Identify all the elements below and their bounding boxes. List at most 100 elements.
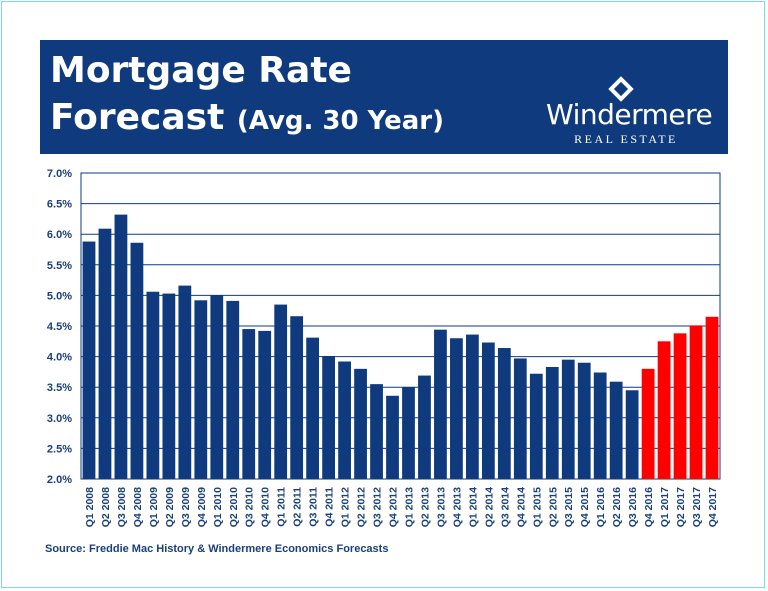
logo-tagline: REAL ESTATE (574, 132, 678, 146)
x-tick-label: Q4 2017 (707, 487, 719, 527)
history-bar (194, 300, 208, 479)
y-tick-label: 6.0% (47, 229, 72, 241)
x-tick-label: Q3 2017 (691, 487, 703, 527)
y-tick-label: 3.5% (47, 382, 72, 394)
x-tick-label: Q4 2012 (388, 487, 400, 527)
chart-title-line1: Mortgage Rate (50, 50, 352, 91)
forecast-bar (673, 333, 687, 479)
x-tick-label: Q2 2016 (611, 487, 623, 527)
history-bar (242, 329, 256, 479)
history-bar (593, 372, 607, 479)
history-bar (98, 228, 112, 479)
history-bar (386, 395, 399, 479)
x-tick-label: Q4 2009 (196, 487, 208, 527)
history-bar (609, 381, 623, 479)
logo-name: Windermere (546, 98, 713, 131)
history-bar (130, 242, 144, 479)
forecast-bar (657, 341, 671, 479)
x-tick-label: Q1 2010 (212, 487, 224, 527)
history-bar (338, 361, 351, 479)
history-bar (178, 285, 192, 479)
x-tick-label: Q2 2010 (228, 487, 240, 527)
title-banner: Mortgage Rate Forecast (Avg. 30 Year) Wi… (40, 40, 728, 154)
plot-area (80, 172, 721, 480)
x-tick-label: Q3 2014 (499, 487, 511, 527)
x-tick-label: Q4 2016 (643, 487, 655, 527)
x-tick-label: Q2 2009 (164, 487, 176, 527)
history-bar (625, 390, 639, 479)
x-tick-label: Q2 2013 (419, 487, 431, 527)
history-bar (481, 342, 495, 479)
forecast-bar (641, 368, 655, 479)
x-tick-label: Q1 2008 (84, 487, 96, 527)
x-tick-label: Q2 2014 (483, 487, 495, 527)
history-bar (529, 373, 543, 479)
x-tick-label: Q1 2015 (531, 487, 543, 527)
y-tick-label: 2.0% (47, 474, 72, 486)
history-bar (306, 337, 320, 479)
history-bar (370, 384, 383, 479)
x-tick-label: Q2 2011 (292, 487, 304, 527)
history-bar (450, 338, 463, 479)
y-tick-label: 5.0% (47, 290, 72, 302)
y-tick-label: 5.5% (47, 260, 72, 272)
x-tick-label: Q2 2017 (675, 487, 687, 527)
history-bar (513, 358, 527, 479)
x-tick-label: Q1 2009 (148, 487, 160, 527)
source-note: Source: Freddie Mac History & Windermere… (45, 543, 389, 555)
chart-title-sub: (Avg. 30 Year) (236, 106, 444, 136)
history-bar (434, 329, 447, 479)
x-tick-label: Q1 2011 (276, 487, 288, 527)
y-tick-label: 4.0% (47, 352, 72, 364)
forecast-bar (689, 325, 703, 479)
y-tick-label: 6.5% (47, 199, 72, 211)
y-tick-label: 4.5% (47, 321, 72, 333)
y-tick-label: 7.0% (47, 168, 72, 180)
x-tick-label: Q2 2012 (356, 487, 368, 527)
chart-title-main: Forecast (50, 97, 225, 138)
x-tick-label: Q1 2012 (340, 487, 352, 527)
history-bar (402, 387, 415, 479)
x-tick-label: Q3 2016 (627, 487, 639, 527)
x-tick-label: Q1 2016 (595, 487, 607, 527)
history-bar (465, 334, 479, 479)
history-bar (114, 214, 128, 479)
history-bar (290, 316, 304, 479)
x-tick-label: Q4 2015 (579, 487, 591, 527)
history-bar (258, 330, 272, 479)
history-bar (162, 293, 176, 479)
x-tick-label: Q4 2011 (324, 487, 336, 527)
history-bar (146, 291, 160, 479)
x-tick-label: Q3 2008 (116, 487, 128, 527)
history-bar (545, 367, 559, 479)
x-tick-label: Q3 2013 (435, 487, 447, 527)
x-tick-label: Q4 2013 (451, 487, 463, 527)
forecast-bar (705, 316, 719, 479)
x-tick-label: Q3 2011 (308, 487, 320, 527)
history-bar (497, 348, 511, 479)
x-tick-label: Q1 2013 (403, 487, 415, 527)
history-bar (322, 355, 336, 479)
x-tick-label: Q1 2017 (659, 487, 671, 527)
x-tick-label: Q2 2008 (100, 487, 112, 527)
history-bar (561, 359, 575, 479)
history-bar (210, 295, 224, 479)
x-tick-label: Q3 2015 (563, 487, 575, 527)
x-tick-label: Q4 2008 (132, 487, 144, 527)
history-bar (226, 300, 240, 479)
history-bar (274, 304, 288, 479)
x-tick-label: Q4 2010 (260, 487, 272, 527)
y-tick-label: 2.5% (47, 443, 72, 455)
history-bar (418, 375, 431, 479)
history-bar (354, 368, 367, 479)
x-tick-label: Q2 2015 (547, 487, 559, 527)
x-tick-label: Q3 2010 (244, 487, 256, 527)
y-tick-label: 3.0% (47, 413, 72, 425)
x-tick-label: Q3 2009 (180, 487, 192, 527)
x-tick-label: Q4 2014 (515, 487, 527, 527)
history-bar (577, 362, 591, 479)
history-bar (82, 241, 96, 479)
x-tick-label: Q1 2014 (467, 487, 479, 527)
